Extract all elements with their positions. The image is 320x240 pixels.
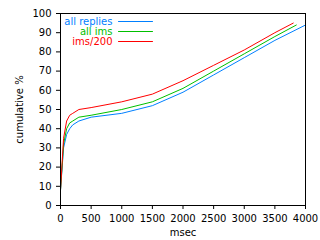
svg-text:50: 50: [39, 104, 52, 115]
svg-text:0: 0: [57, 213, 63, 224]
svg-text:500: 500: [82, 213, 101, 224]
svg-text:3500: 3500: [262, 213, 287, 224]
svg-text:3000: 3000: [232, 213, 257, 224]
svg-text:20: 20: [39, 161, 52, 172]
svg-text:msec: msec: [170, 227, 197, 238]
svg-text:0: 0: [45, 200, 51, 211]
svg-text:100: 100: [32, 8, 51, 19]
svg-text:2500: 2500: [201, 213, 226, 224]
svg-text:2000: 2000: [170, 213, 195, 224]
svg-text:80: 80: [39, 46, 52, 57]
svg-text:all ims: all ims: [79, 25, 113, 37]
svg-text:1000: 1000: [109, 213, 134, 224]
svg-text:all replies: all replies: [64, 15, 113, 27]
svg-text:90: 90: [39, 27, 52, 38]
svg-text:1500: 1500: [140, 213, 165, 224]
svg-text:cumulative %: cumulative %: [14, 75, 25, 143]
svg-text:ims/200: ims/200: [72, 36, 112, 47]
svg-text:4000: 4000: [293, 213, 318, 224]
svg-text:60: 60: [39, 85, 52, 96]
svg-text:70: 70: [39, 65, 52, 76]
svg-text:30: 30: [39, 142, 52, 153]
svg-text:10: 10: [39, 181, 52, 192]
svg-text:40: 40: [39, 123, 52, 134]
